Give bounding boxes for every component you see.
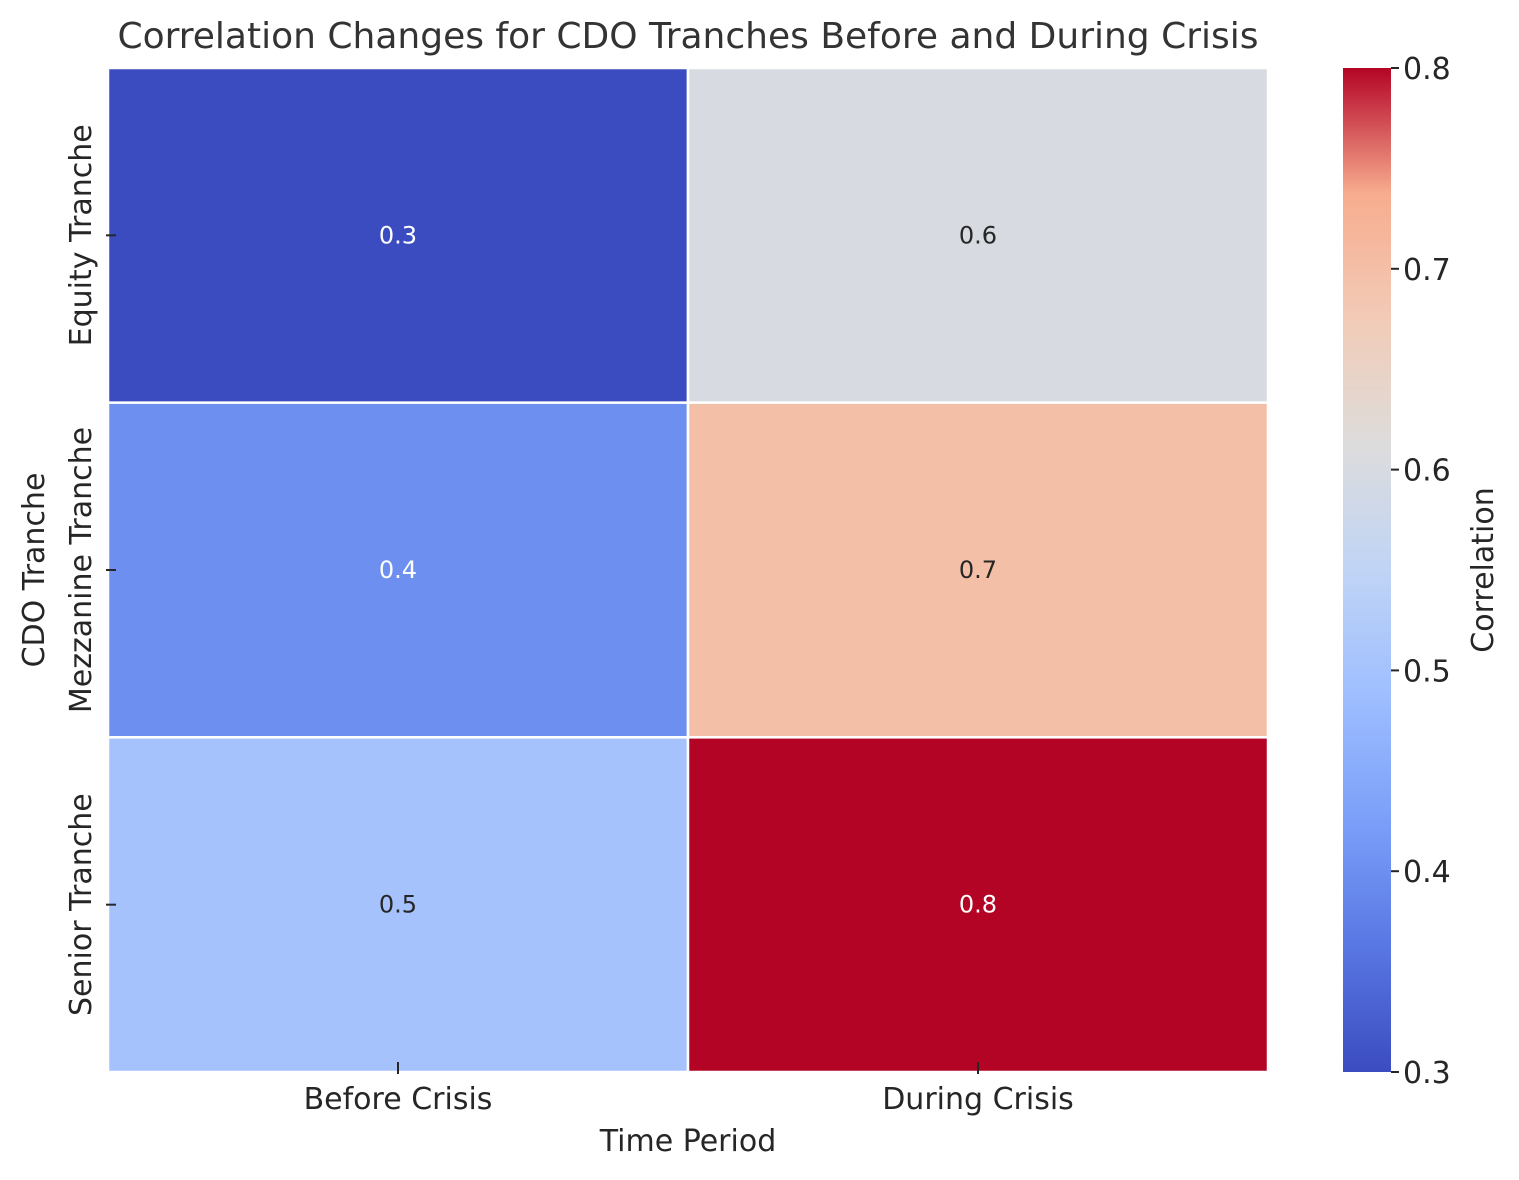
cell-equity-tranche-before-crisis xyxy=(106,66,690,404)
cell-label-senior-tranche-during-crisis: 0.8 xyxy=(959,891,997,919)
y-tick-label-mezzanine-tranche: Mezzanine Tranche xyxy=(64,427,99,713)
colorbar-tick-label-0: 0.3 xyxy=(1403,1056,1451,1091)
cell-label-senior-tranche-before-crisis: 0.5 xyxy=(379,891,417,919)
heatmap-cell-labels: 0.3 0.6 0.4 0.7 0.5 0.8 xyxy=(379,221,997,918)
colorbar-tick-label-3: 0.6 xyxy=(1403,454,1451,489)
cell-senior-tranche-before-crisis xyxy=(106,736,690,1074)
cell-mezzanine-tranche-before-crisis xyxy=(106,401,690,739)
heatmap-cells xyxy=(106,66,1270,1074)
y-tick-label-senior-tranche: Senior Tranche xyxy=(64,793,99,1016)
cell-mezzanine-tranche-during-crisis xyxy=(686,401,1270,739)
chart-title: Correlation Changes for CDO Tranches Bef… xyxy=(117,16,1258,57)
cell-label-mezzanine-tranche-before-crisis: 0.4 xyxy=(379,556,417,584)
x-tick-label-before-crisis: Before Crisis xyxy=(304,1082,493,1117)
cell-label-equity-tranche-before-crisis: 0.3 xyxy=(379,221,417,249)
colorbar-tick-label-1: 0.4 xyxy=(1403,855,1451,890)
colorbar-tick-label-2: 0.5 xyxy=(1403,654,1451,689)
cell-equity-tranche-during-crisis xyxy=(686,66,1270,404)
colorbar-ticks: 0.3 0.4 0.5 0.6 0.7 0.8 xyxy=(1391,52,1451,1091)
cell-senior-tranche-during-crisis xyxy=(686,736,1270,1074)
colorbar-tick-label-5: 0.8 xyxy=(1403,52,1451,87)
colorbar xyxy=(1343,68,1391,1072)
y-axis-label: CDO Tranche xyxy=(17,473,52,668)
y-tick-label-equity-tranche: Equity Tranche xyxy=(64,124,99,346)
x-tick-label-during-crisis: During Crisis xyxy=(882,1082,1074,1117)
cell-label-mezzanine-tranche-during-crisis: 0.7 xyxy=(959,556,997,584)
x-axis-label: Time Period xyxy=(599,1124,777,1159)
x-axis: Before Crisis During Crisis xyxy=(304,1062,1074,1117)
y-axis: Equity Tranche Mezzanine Tranche Senior Tr… xyxy=(64,124,116,1016)
colorbar-tick-label-4: 0.7 xyxy=(1403,253,1451,288)
colorbar-label: Correlation xyxy=(1466,487,1501,652)
cell-label-equity-tranche-during-crisis: 0.6 xyxy=(959,221,997,249)
